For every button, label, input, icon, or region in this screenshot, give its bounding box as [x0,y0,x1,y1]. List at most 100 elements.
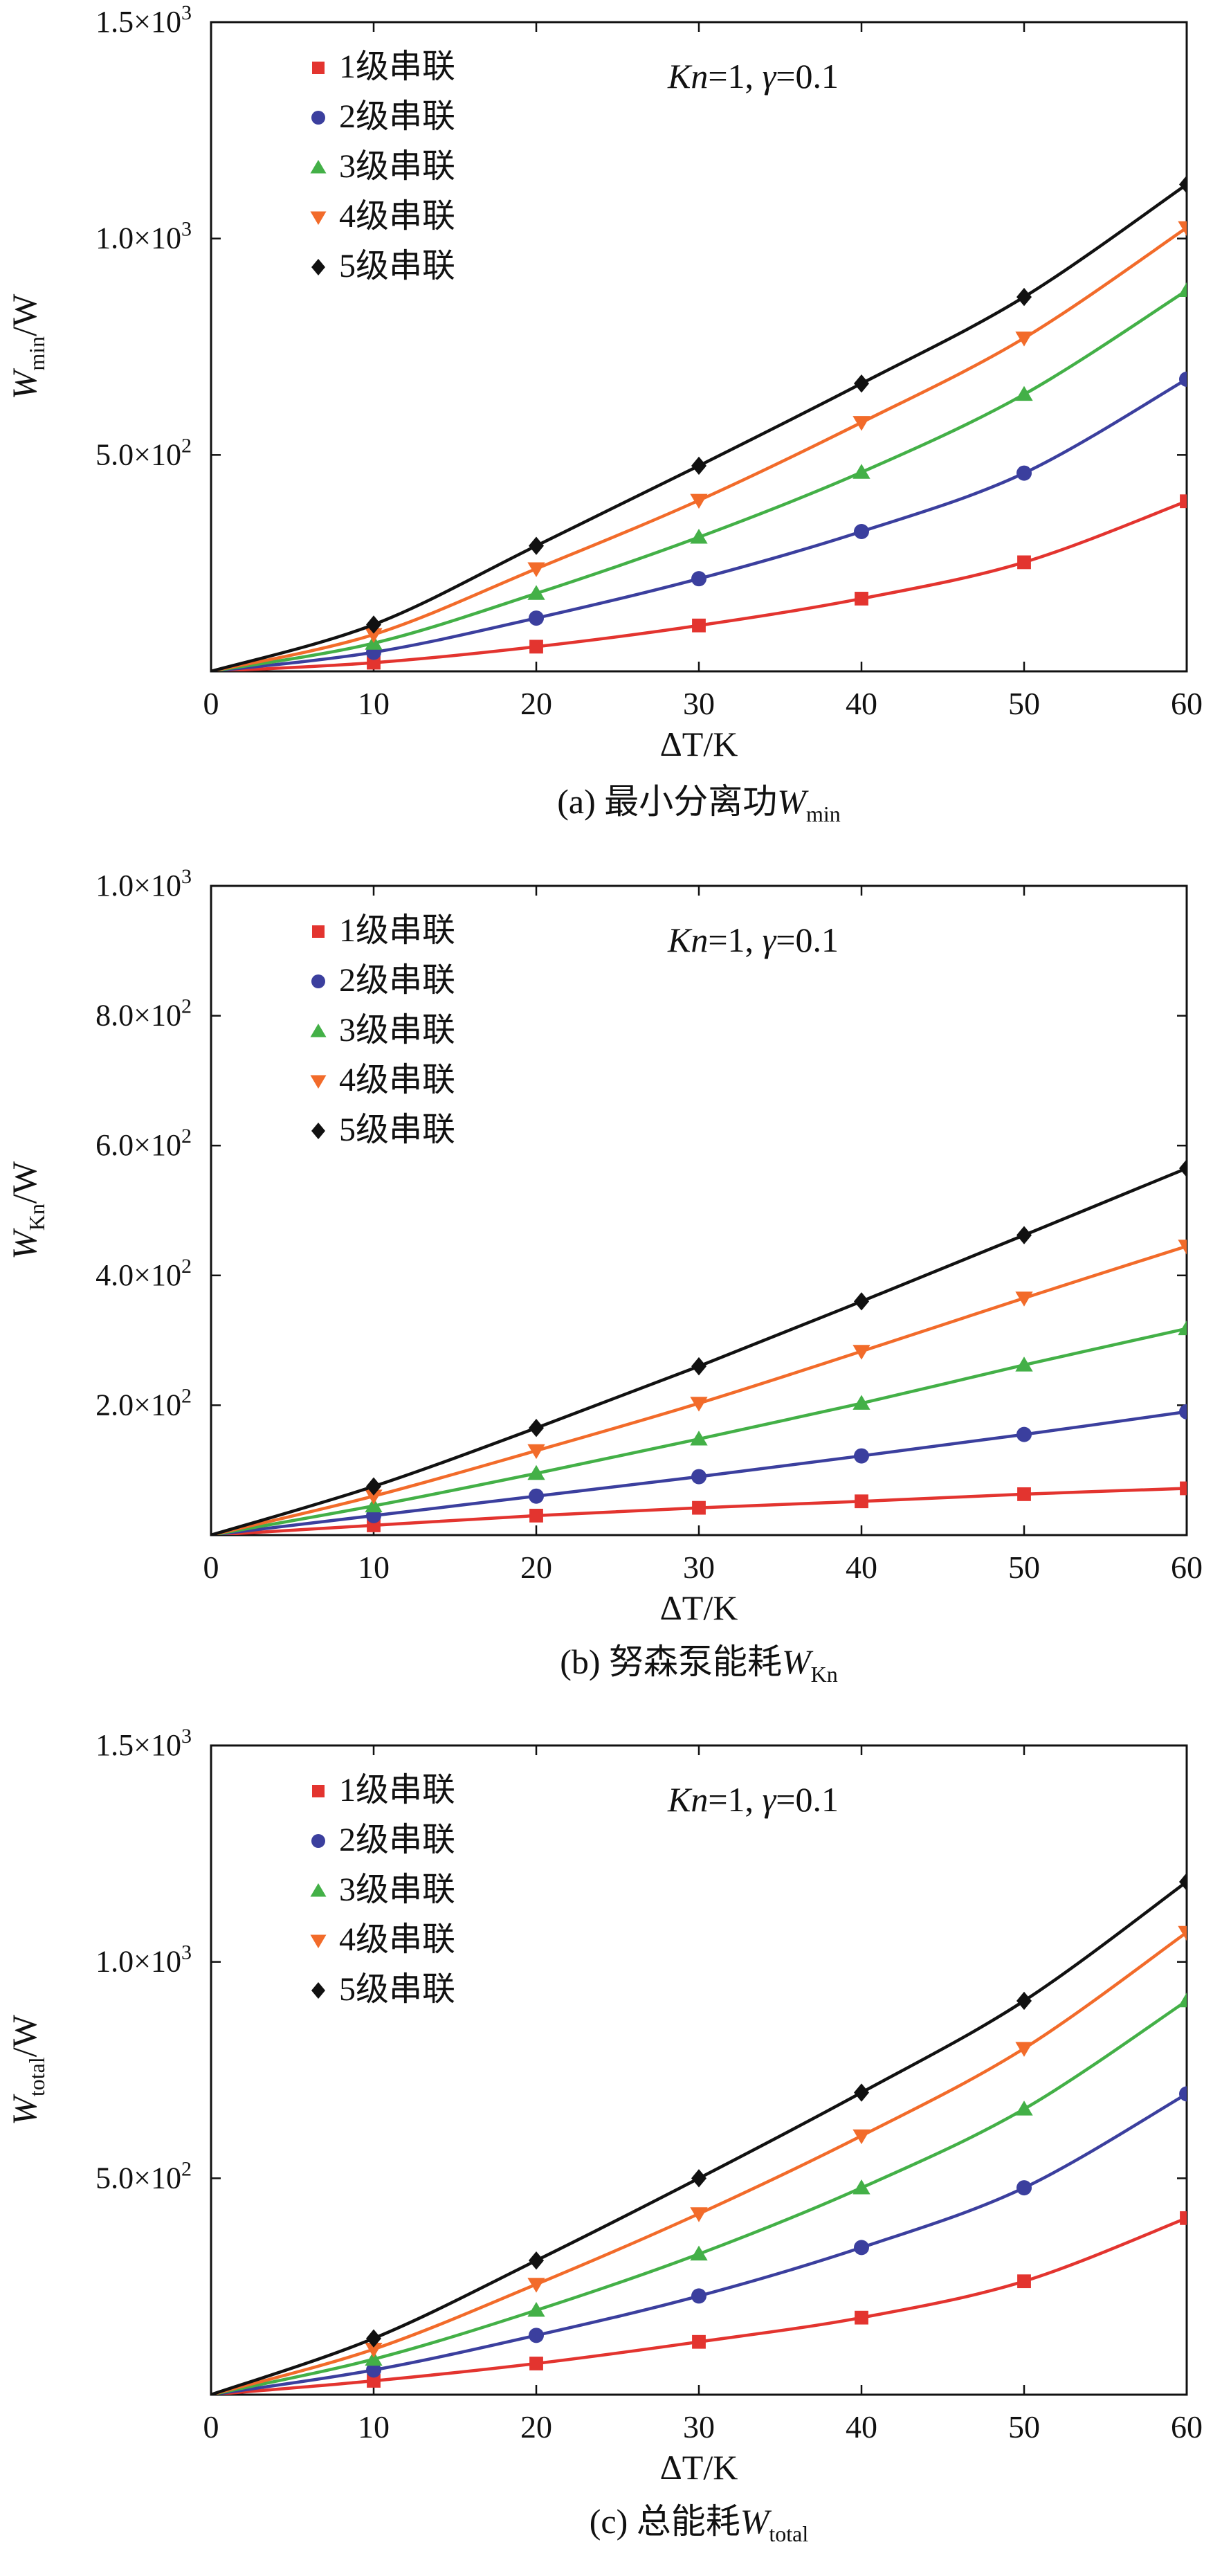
series-3-line [211,289,1187,671]
y-tick-label: 1.5×103 [95,1,192,39]
legend-marker [310,1883,327,1897]
series-5-line [211,1880,1187,2395]
series-3-point [527,2301,545,2317]
x-tick-label: 20 [520,1550,552,1585]
series-1-line [211,2216,1187,2395]
series-2-point [1179,2086,1187,2102]
series-4-point [852,1345,870,1360]
legend-marker [310,1934,327,1948]
x-tick-label: 20 [520,686,552,721]
series-3 [211,282,1187,671]
series-2-point [1179,371,1187,387]
series-2-point [854,2240,869,2256]
series-1-point [1180,494,1187,509]
x-tick-label: 0 [203,2409,219,2445]
series-4 [211,1240,1187,1535]
legend-marker [311,1982,325,1999]
series-1-point [1017,2274,1031,2289]
series-4-point [852,416,870,431]
series-5-point [1179,1159,1187,1178]
series-3-point [690,2245,708,2261]
x-tick-label: 30 [683,686,715,721]
series-5-point [1179,1872,1187,1892]
legend-label: 2级串联 [339,1822,455,1858]
series-2-point [366,2362,381,2378]
series-1-point [692,2334,706,2349]
series-5-point [691,2169,706,2188]
x-tick-label: 10 [358,2409,390,2445]
series-4-point [1178,1240,1187,1255]
legend-label: 1级串联 [339,1772,455,1808]
x-tick-label: 60 [1171,2409,1203,2445]
series-3-point [527,585,545,600]
series-3-point [365,1497,383,1513]
legend-marker [310,160,327,174]
series-5-point [1179,175,1187,194]
series-1-point [1180,2211,1187,2225]
series-5-point [691,1357,706,1376]
series-1-point [529,1508,543,1523]
legend-marker [310,211,327,225]
chart-panel-a: 0 10 20 30 40 50 60 5.0×102 1.0×103 1.5×103 Wmin/W… [5,1,1203,826]
series-3-point [690,529,708,544]
x-tick-label: 40 [846,1550,877,1585]
series-1-point [367,655,381,670]
series-5-point [691,456,706,475]
x-tick-label: 0 [203,1550,219,1585]
x-tick-label: 60 [1171,1550,1203,1585]
x-axis-label: ΔT/K [660,2448,738,2487]
series-4-point [690,493,708,509]
series-5-point [1016,1226,1032,1244]
series-2-point [1016,465,1032,481]
series-1-point [692,618,706,633]
legend-label: 2级串联 [339,98,455,135]
legend-label: 4级串联 [339,198,455,235]
series-5-point [854,2083,869,2102]
series-5-point [529,1419,544,1437]
series-3-point [1178,1992,1187,2008]
legend-label: 3级串联 [339,1871,455,1908]
series-5 [211,175,1187,671]
series-4-point [527,562,545,577]
series-1-point [529,2357,543,2370]
series-4-point [527,1444,545,1460]
legend-marker [312,925,325,938]
x-tick-label: 40 [846,2409,877,2445]
x-tick-label: 20 [520,2409,552,2445]
series-3-point [1178,1320,1187,1336]
legend-marker [311,259,325,275]
series-2-point [1016,1426,1032,1442]
series-3-point [1015,2101,1033,2116]
y-axis-label: Wmin/W [5,293,49,399]
y-tick-label: 1.5×103 [95,1725,192,1762]
series-3-point [365,2350,383,2366]
series-1-point [367,2374,381,2388]
series-1-point [692,1500,706,1515]
series-1-point [855,592,868,606]
panel-caption: (b) 努森泵能耗WKn [560,1642,838,1687]
series-4-point [1015,1291,1033,1307]
series-5-point [529,2251,544,2270]
series-3-point [527,1464,545,1480]
legend-marker [310,1024,327,1037]
series-3-point [1015,386,1033,401]
series-5-point [366,615,381,634]
legend-label: 4级串联 [339,1062,455,1098]
series-3-point [852,2179,870,2195]
series-5-point [366,1477,381,1496]
y-axis-label: Wtotal/W [5,2014,49,2125]
series-5-point [1016,1991,1032,2011]
legend-label: 5级串联 [339,1971,455,2008]
parameter-annotation: Kn=1, γ=0.1 [667,57,839,96]
legend-marker [312,62,325,74]
series-1-point [855,2310,868,2325]
series-2-point [529,2328,544,2343]
x-tick-label: 0 [203,686,219,721]
parameter-annotation: Kn=1, γ=0.1 [667,1780,839,1819]
legend-label: 5级串联 [339,1112,455,1148]
series-3-point [852,464,870,479]
legend-label: 2级串联 [339,962,455,999]
legend-label: 3级串联 [339,1012,455,1049]
series-4-point [365,628,383,643]
series-3-point [852,1395,870,1410]
